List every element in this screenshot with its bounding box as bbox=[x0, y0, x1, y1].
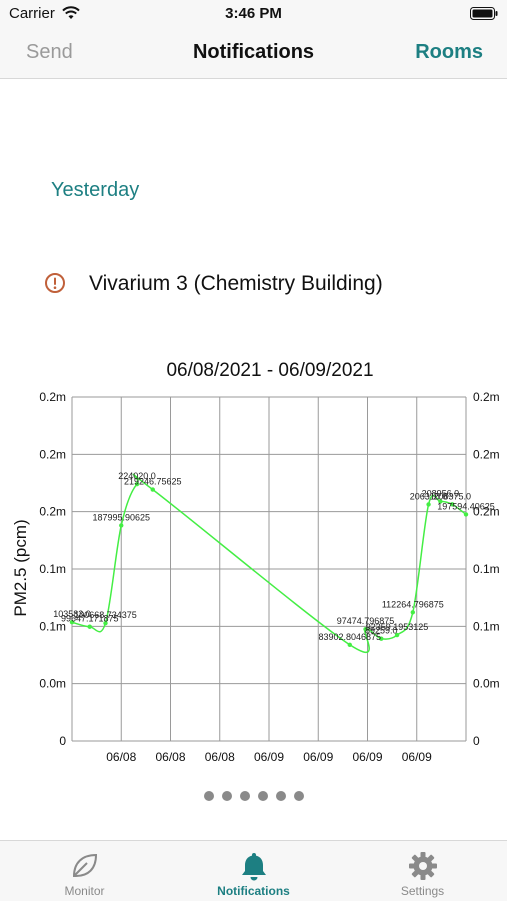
data-label: 187995.90625 bbox=[92, 512, 150, 522]
x-tick-label: 06/08 bbox=[106, 750, 136, 764]
data-label: 92359.1953125 bbox=[366, 622, 429, 632]
data-label: 103583.0 bbox=[53, 609, 91, 619]
y-tick-label-right: 0.1m bbox=[473, 562, 500, 576]
y-tick-label-right: 0 bbox=[473, 734, 480, 748]
y-tick-label-left: 0.2m bbox=[39, 390, 66, 404]
y-tick-label-left: 0.2m bbox=[39, 447, 66, 461]
data-point bbox=[394, 632, 400, 638]
data-point bbox=[347, 642, 352, 647]
data-point bbox=[103, 620, 108, 626]
page-dot[interactable] bbox=[275, 791, 286, 801]
x-tick-label: 06/08 bbox=[205, 750, 235, 764]
page-dot[interactable] bbox=[239, 791, 250, 801]
x-tick-label: 06/09 bbox=[352, 750, 382, 764]
data-point bbox=[450, 502, 455, 507]
data-point bbox=[87, 624, 92, 629]
page-dot[interactable] bbox=[293, 791, 304, 801]
notification-title: Vivarium 3 (Chemistry Building) bbox=[89, 272, 383, 295]
series-line bbox=[71, 473, 467, 653]
pm25-chart: 06/08/2021 - 06/09/2021 PM2.5 (pcm) 0 0 0.… bbox=[0, 350, 507, 780]
y-tick-label-right: 0.2m bbox=[473, 447, 500, 461]
data-label: 83902.8046875 bbox=[318, 632, 381, 642]
y-tick-label-right: 0.2m bbox=[473, 505, 500, 519]
data-label: 206375.0 bbox=[433, 491, 471, 501]
y-axis-label: PM2.5 (pcm) bbox=[11, 519, 30, 616]
x-tick-label: 06/09 bbox=[254, 750, 284, 764]
data-label: 89259.0 bbox=[365, 626, 398, 636]
data-point bbox=[363, 627, 368, 632]
data-label: 97474.796875 bbox=[337, 616, 395, 626]
exclamation-circle-icon bbox=[45, 273, 65, 293]
gear-icon bbox=[408, 852, 437, 880]
y-tick-label-left: 0 bbox=[59, 734, 66, 748]
y-tick-label-right: 0.2m bbox=[473, 390, 500, 404]
status-bar: Carrier 3:46 PM bbox=[0, 0, 507, 30]
page-indicator[interactable] bbox=[0, 788, 507, 802]
data-label: 197594.40625 bbox=[437, 501, 495, 511]
data-point bbox=[134, 481, 140, 487]
x-tick-label: 06/09 bbox=[402, 750, 432, 764]
tab-settings[interactable]: Settings bbox=[338, 841, 507, 901]
data-point bbox=[119, 523, 124, 528]
tab-notifications[interactable]: Notifications bbox=[169, 841, 338, 901]
data-point bbox=[69, 620, 75, 625]
tab-notifications-label: Notifications bbox=[217, 884, 290, 898]
data-label: 208956.0 bbox=[422, 488, 460, 498]
y-tick-label-left: 0.1m bbox=[39, 562, 66, 576]
tab-settings-label: Settings bbox=[400, 884, 445, 898]
data-label: 219246.75625 bbox=[124, 477, 182, 487]
data-label: 99647.171875 bbox=[61, 614, 119, 624]
tab-monitor-label: Monitor bbox=[64, 884, 105, 898]
status-time: 3:46 PM bbox=[225, 5, 282, 22]
y-tick-label-left: 0.0m bbox=[39, 677, 66, 691]
tab-bar: Monitor Notifications Settings bbox=[0, 840, 507, 901]
page-dot[interactable] bbox=[257, 791, 268, 801]
section-header: Yesterday bbox=[51, 179, 140, 201]
data-point bbox=[410, 610, 416, 615]
data-point bbox=[426, 502, 431, 507]
carrier-label: Carrier bbox=[9, 5, 55, 22]
y-tick-label-left: 0.2m bbox=[39, 505, 66, 519]
notification-item[interactable]: Vivarium 3 (Chemistry Building) bbox=[0, 266, 507, 306]
wifi-icon bbox=[62, 6, 80, 19]
send-button[interactable]: Send bbox=[26, 41, 73, 63]
data-point bbox=[150, 487, 155, 492]
x-tick-label: 06/09 bbox=[303, 750, 333, 764]
tab-monitor[interactable]: Monitor bbox=[0, 841, 169, 901]
nav-bar: Send Notifications Rooms bbox=[0, 30, 507, 79]
y-tick-label-right: 0.1m bbox=[473, 619, 500, 633]
data-point bbox=[379, 636, 384, 641]
data-point bbox=[438, 499, 443, 504]
data-label: 100668.734375 bbox=[74, 610, 137, 620]
y-tick-label-left: 0.1m bbox=[39, 619, 66, 633]
x-tick-label: 06/08 bbox=[155, 750, 185, 764]
page-dot[interactable] bbox=[221, 791, 232, 801]
y-tick-label-right: 0.0m bbox=[473, 677, 500, 691]
battery-icon bbox=[470, 7, 498, 20]
page-dot[interactable] bbox=[203, 791, 214, 801]
line-chart: 06/08/2021 - 06/09/2021 PM2.5 (pcm) 0 0 0.… bbox=[11, 360, 500, 764]
data-label: 224020.0 bbox=[118, 471, 156, 481]
rooms-button[interactable]: Rooms bbox=[415, 41, 483, 63]
leaf-icon bbox=[72, 853, 97, 877]
bell-icon bbox=[241, 853, 266, 881]
data-label: 112264.796875 bbox=[382, 599, 444, 609]
data-label: 206310.0 bbox=[410, 491, 448, 501]
data-point bbox=[463, 512, 469, 517]
chart-title: 06/08/2021 - 06/09/2021 bbox=[166, 360, 373, 381]
